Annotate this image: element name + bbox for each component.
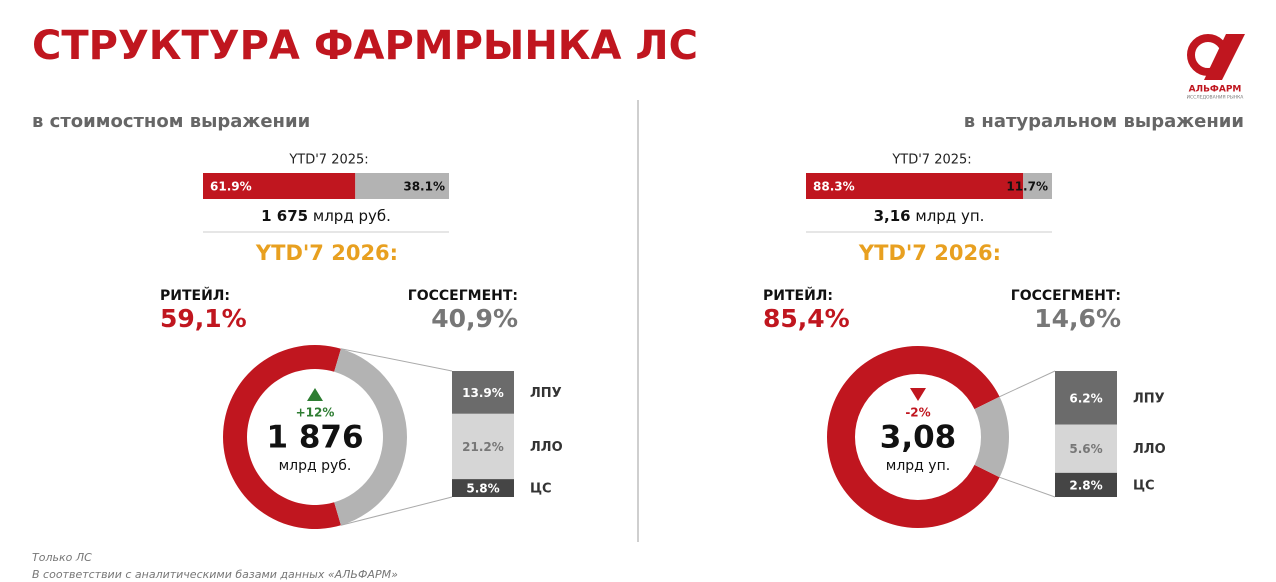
footnote: В соответствии с аналитическими базами д… [32,568,398,581]
breakdown-value: 5.6% [1069,442,1102,456]
donut-total: 3,08 [880,420,957,456]
breakdown-segment [452,413,514,480]
prev-bar-segment [203,173,356,199]
prev-bar-segment [1023,173,1052,199]
connector [999,370,1056,398]
prev-label: YTD'7 2025: [891,153,971,168]
prev-label: YTD'7 2025: [288,153,368,168]
prev-total: 3,16 млрд уп. [874,207,985,225]
category-value: 40,9% [431,304,518,333]
breakdown-value: 21.2% [462,440,504,454]
panel-subtitle: в стоимостном выражении [32,111,310,132]
breakdown-value: 5.8% [466,482,499,496]
change-value: -2% [905,406,930,420]
logo-tagline: ИССЛЕДОВАНИЯ РЫНКА [1187,95,1245,101]
change-arrow [910,388,926,401]
donut-unit: млрд руб. [279,458,352,474]
connector [340,348,453,372]
donut-total: 1 876 [266,420,363,456]
breakdown-segment [1055,371,1117,425]
donut-segment [223,344,341,529]
donut-segment [334,348,408,526]
breakdown-segment [452,371,514,414]
logo-name: АЛЬФАРМ [1189,85,1242,95]
prev-bar-label: 38.1% [403,180,445,194]
prev-bar-segment [806,173,1024,199]
category-label: ГОССЕГМЕНТ: [408,288,518,304]
change-value: +12% [296,406,335,420]
panel-subtitle: в натуральном выражении [964,111,1244,132]
prev-bar-label: 61.9% [210,180,252,194]
breakdown-label: ЛЛО [1133,442,1166,457]
slide-title: СТРУКТУРА ФАРМРЫНКА ЛС [32,23,698,69]
breakdown-label: ЛЛО [530,440,563,455]
connector [999,476,1056,498]
breakdown-label: ЛПУ [1133,391,1165,406]
category-label: РИТЕЙЛ: [160,287,230,304]
donut-unit: млрд уп. [886,458,950,474]
category-value: 59,1% [160,304,247,333]
breakdown-label: ЦС [1133,478,1155,493]
breakdown-value: 2.8% [1069,478,1102,492]
prev-bar-label: 88.3% [813,180,855,194]
current-label: YTD'7 2026: [858,241,1001,265]
prev-total-unit: млрд уп. [915,207,984,225]
prev-total-unit: млрд руб. [313,207,391,225]
category-label: РИТЕЙЛ: [763,287,833,304]
breakdown-value: 13.9% [462,386,504,400]
logo: АЛЬФАРМ ИССЛЕДОВАНИЯ РЫНКА [1187,34,1245,101]
change-arrow [307,388,323,401]
donut-segment [827,346,1000,528]
current-label: YTD'7 2026: [255,241,398,265]
breakdown-label: ЦС [530,482,552,497]
breakdown-segment [452,479,514,497]
prev-total-value: 1 675 [261,207,308,225]
prev-bar-label: 11.7% [1006,180,1048,194]
category-label: ГОССЕГМЕНТ: [1011,288,1121,304]
prev-bar-segment [355,173,449,199]
logo-mark [1204,34,1245,80]
category-value: 85,4% [763,304,850,333]
breakdown-segment [1055,472,1117,497]
breakdown-segment [1055,424,1117,473]
connector [340,496,453,526]
breakdown-value: 6.2% [1069,391,1102,405]
prev-total-value: 3,16 [874,207,911,225]
footnote: Только ЛС [32,551,92,564]
donut-segment [974,396,1010,478]
category-value: 14,6% [1034,304,1121,333]
breakdown-label: ЛПУ [530,386,562,401]
prev-total: 1 675 млрд руб. [261,207,391,225]
